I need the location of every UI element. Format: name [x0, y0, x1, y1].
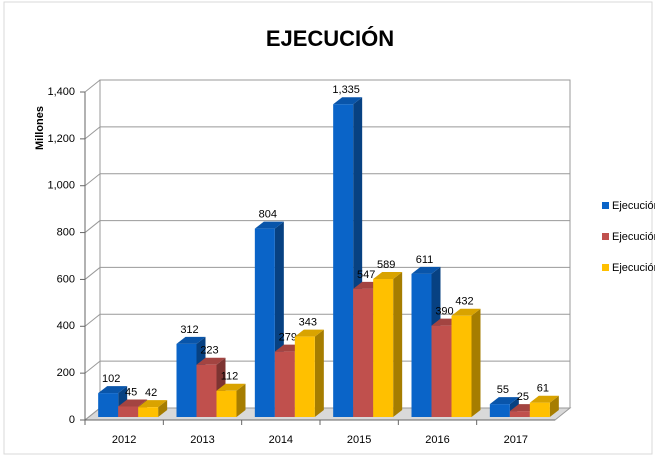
data-label: 611 [416, 254, 434, 266]
bar-top [294, 329, 324, 337]
y-tick-label: 400 [57, 320, 75, 332]
y-tick-label: 1,200 [47, 133, 75, 145]
bar [216, 390, 237, 417]
bar [509, 411, 530, 417]
data-label: 279 [279, 332, 297, 344]
bar [333, 104, 354, 417]
data-label: 589 [377, 259, 395, 271]
legend-swatch [602, 264, 609, 271]
y-tick-label: 800 [57, 226, 75, 238]
bar-top [489, 397, 519, 405]
bar-top [373, 272, 403, 280]
bar [196, 364, 217, 417]
x-tick-label: 2013 [190, 434, 214, 446]
bar-top [138, 400, 168, 408]
grid-line-side [84, 79, 101, 93]
grid-line-side [84, 313, 101, 327]
legend-swatch [602, 233, 609, 240]
data-label: 312 [180, 324, 198, 336]
bar [98, 393, 119, 417]
y-axis-label: Millones [34, 106, 46, 150]
bar [451, 315, 472, 417]
bar [138, 407, 159, 417]
y-tick-label: 1,000 [47, 180, 75, 192]
y-tick-label: 600 [57, 273, 75, 285]
bar [118, 406, 139, 417]
bar-side [471, 308, 481, 417]
bar [254, 228, 275, 417]
grid-line-side [84, 126, 101, 140]
x-tick-label: 2014 [269, 434, 293, 446]
bar [411, 273, 432, 417]
x-tick-label: 2016 [425, 434, 449, 446]
bar [431, 325, 452, 417]
y-tick-label: 200 [57, 367, 75, 379]
data-label: 61 [537, 383, 549, 395]
data-label: 804 [259, 209, 277, 221]
bar-top [216, 383, 246, 391]
bar-top [98, 386, 128, 394]
x-tick-label: 2012 [112, 434, 136, 446]
bar-side [158, 400, 168, 417]
bar [529, 402, 550, 417]
grid-line-side [84, 407, 101, 421]
bar-top [529, 395, 559, 403]
data-label: 55 [497, 384, 509, 396]
y-tick-label: 0 [69, 414, 75, 426]
bar [294, 336, 315, 417]
grid-line-side [84, 220, 101, 233]
data-label: 42 [145, 387, 157, 399]
chart-title: EJECUCIÓN [266, 26, 394, 51]
data-label: 547 [357, 269, 375, 281]
bar-side [393, 272, 403, 417]
data-label: 343 [299, 317, 317, 329]
bar-side [236, 383, 246, 417]
data-label: 102 [102, 373, 120, 385]
bar-top [118, 399, 148, 407]
grid-line-side [84, 267, 101, 280]
legend-swatch [602, 202, 609, 209]
bar [373, 279, 394, 417]
data-label: 25 [517, 391, 529, 403]
data-label: 112 [221, 371, 239, 383]
legend-label: Ejecución [612, 200, 655, 212]
bar-top [411, 266, 441, 274]
bar [353, 288, 374, 417]
data-label: 390 [435, 306, 453, 318]
bar-top [451, 308, 481, 316]
bar-top [333, 97, 363, 105]
bar-side [549, 395, 559, 417]
grid-line-side [84, 173, 101, 187]
x-tick-label: 2017 [504, 434, 528, 446]
bar-top [176, 336, 206, 344]
data-label: 45 [125, 386, 137, 398]
bar [274, 351, 295, 417]
bar-top [196, 357, 226, 365]
bar [489, 404, 510, 417]
legend-label: Ejecución [612, 262, 655, 274]
x-tick-label: 2015 [347, 434, 371, 446]
data-label: 1,335 [332, 84, 360, 96]
data-label: 432 [455, 296, 473, 308]
bar [176, 343, 197, 417]
y-tick-label: 1,400 [47, 86, 75, 98]
grid-line-side [84, 360, 101, 374]
legend-label: Ejecución [612, 231, 655, 243]
bar-top [254, 221, 284, 229]
bar-side [314, 329, 324, 417]
data-label: 223 [200, 345, 218, 357]
